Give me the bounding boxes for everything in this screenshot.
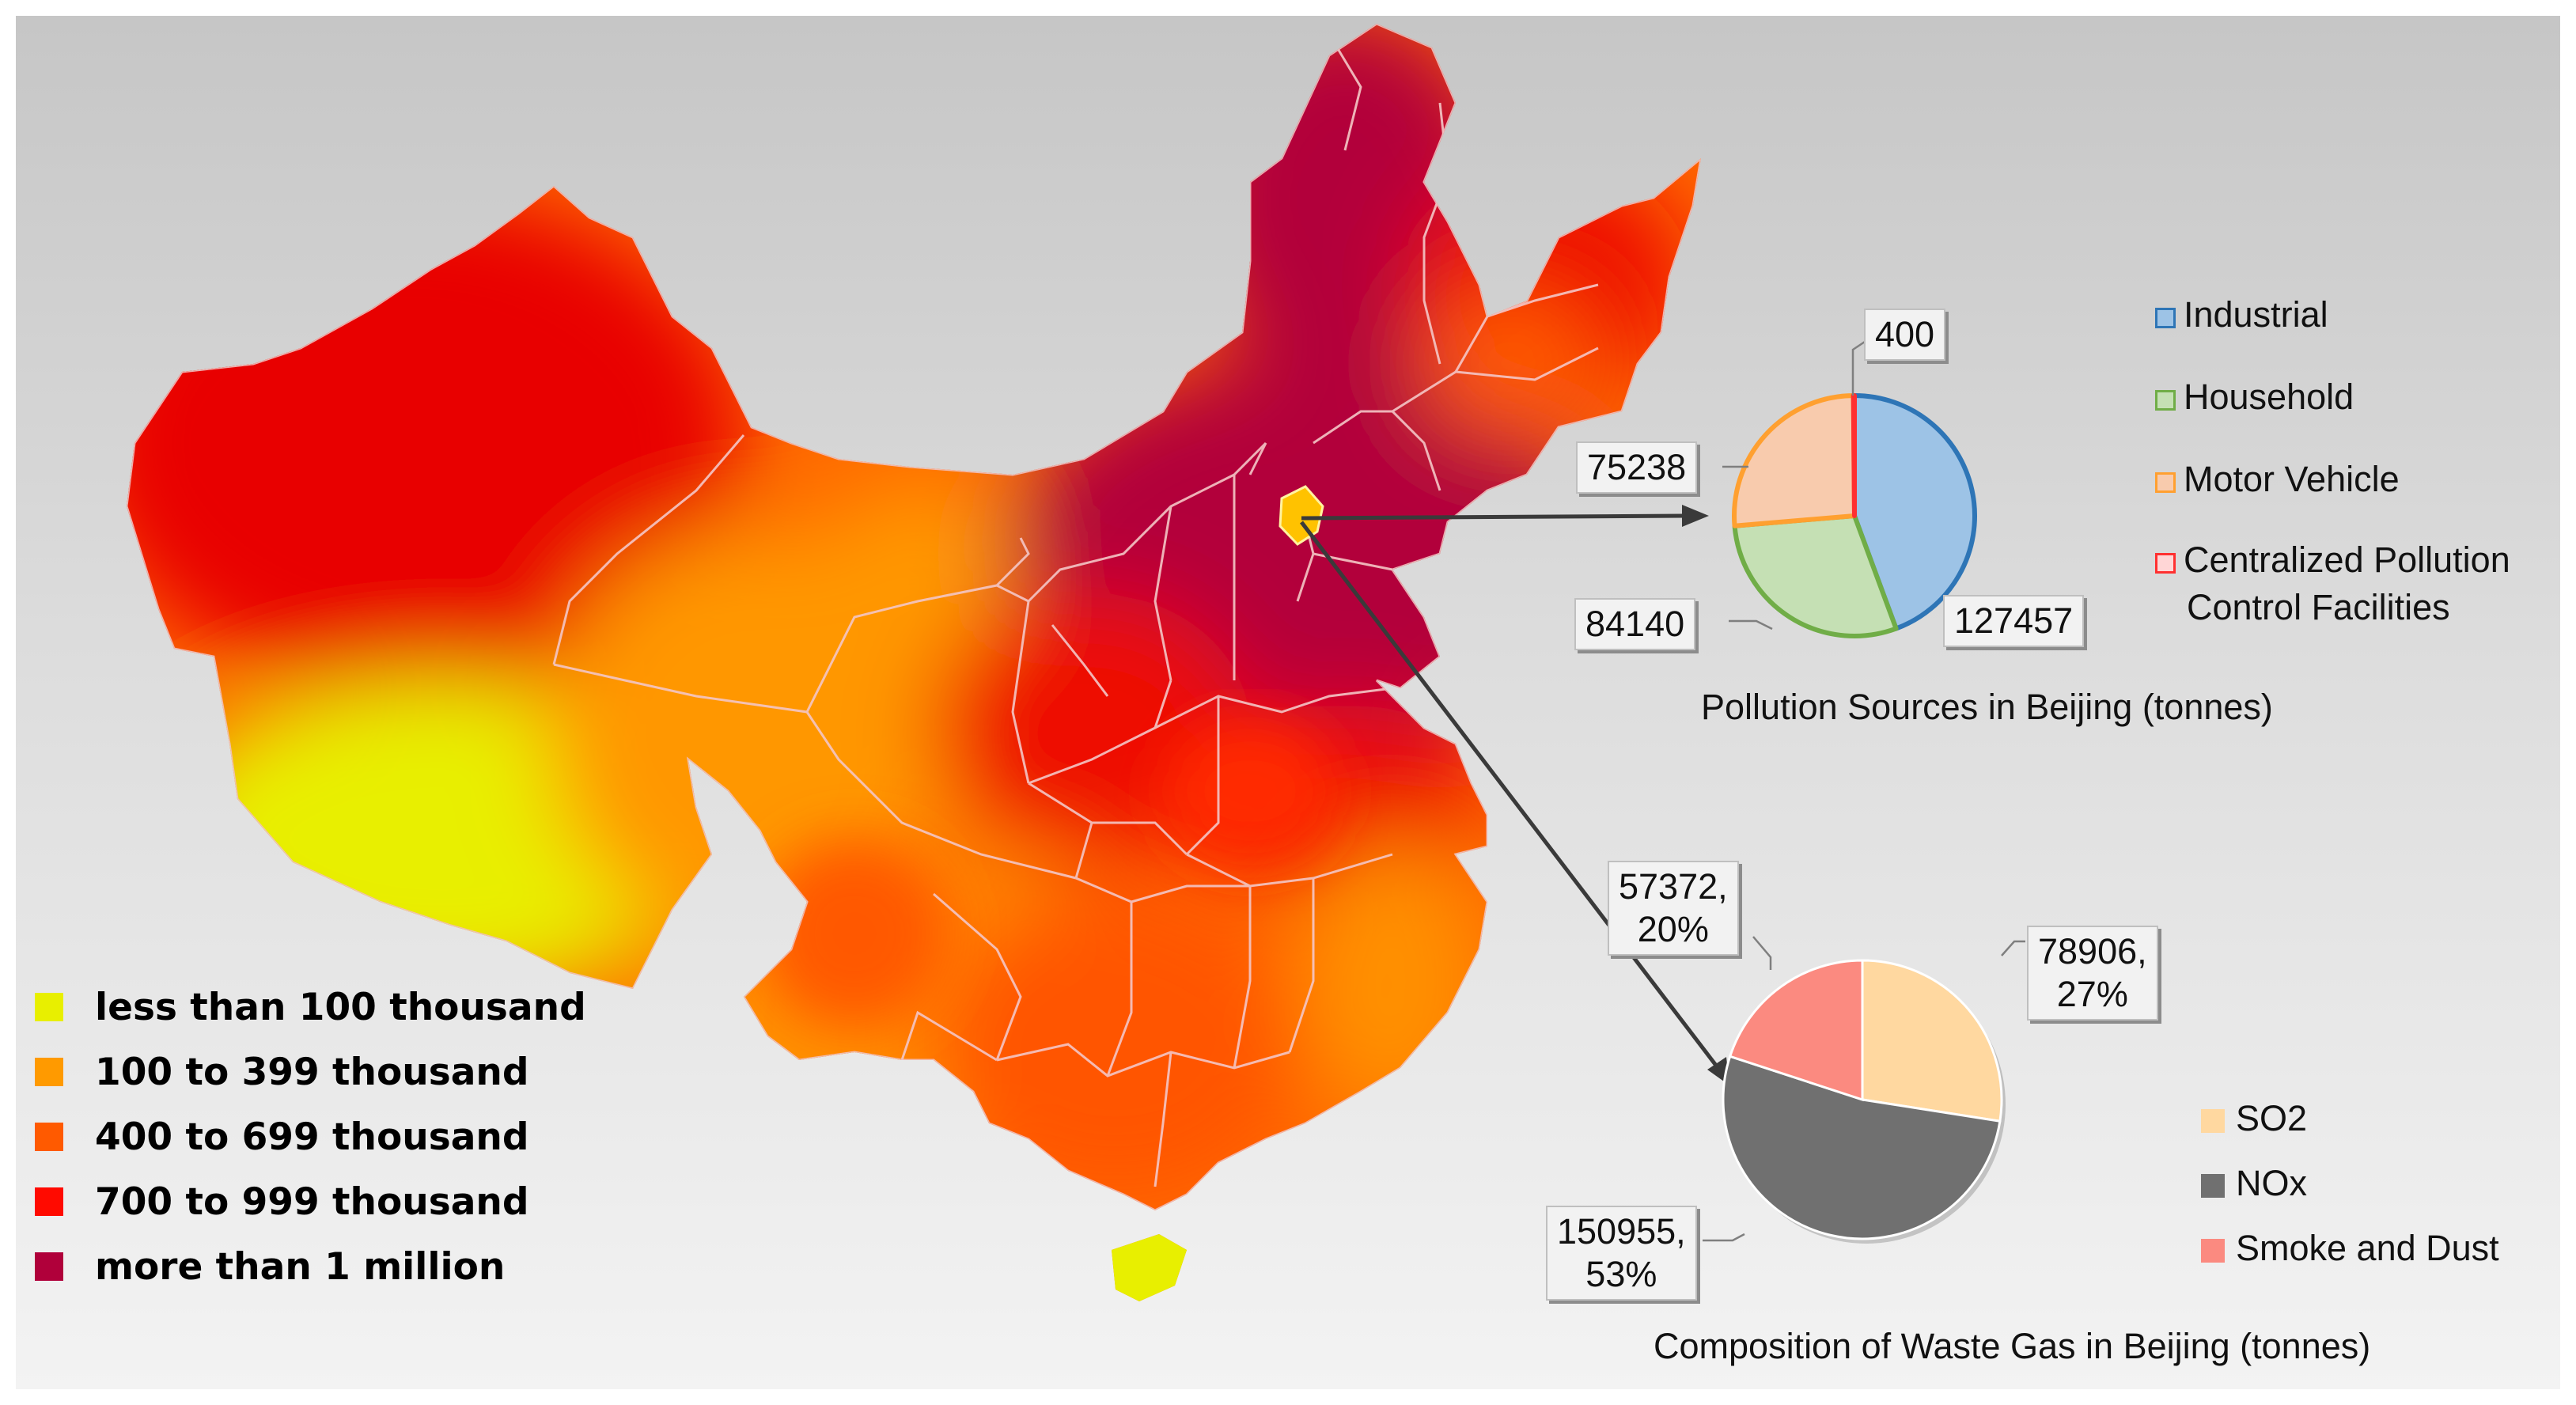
legend-label: 700 to 999 thousand [95, 1180, 529, 1224]
map-legend: less than 100 thousand 100 to 399 thousa… [35, 975, 586, 1299]
label-line-2: 20% [1637, 909, 1709, 949]
pie1-data-label: 84140 [1574, 598, 1696, 650]
leader-lines [1703, 339, 2025, 1242]
callout-arrows [1300, 505, 1729, 1085]
waste-gas-pie [1722, 959, 2006, 1244]
legend-swatch [35, 1123, 63, 1151]
province-borders [552, 47, 1599, 1187]
legend-label: less than 100 thousand [95, 985, 586, 1029]
label-line-2: 53% [1585, 1254, 1657, 1294]
label-line-2: 27% [2056, 974, 2128, 1014]
pie1-legend-item: Household [2155, 377, 2354, 418]
pie1-legend-item: Centralized Pollution [2155, 540, 2510, 581]
legend-label: NOx [2236, 1163, 2307, 1203]
pie1-legend-item: Motor Vehicle [2155, 459, 2400, 500]
pie2-data-label: 57372, 20% [1608, 861, 1739, 956]
pie1-legend-item: Industrial [2155, 294, 2328, 335]
pollution-sources-pie [1732, 393, 1977, 638]
legend-label: Motor Vehicle [2184, 459, 2400, 499]
pie-slice-industrial [1852, 393, 1977, 631]
label-line-1: 57372, [1619, 866, 1728, 907]
legend-label: 400 to 699 thousand [95, 1115, 529, 1159]
pie2-title: Composition of Waste Gas in Beijing (ton… [1654, 1326, 2371, 1366]
label-line-1: 78906, [2038, 931, 2147, 971]
pie-slice-household [1732, 513, 1899, 638]
pie2-data-label: 78906, 27% [2027, 926, 2158, 1021]
legend-label: 100 to 399 thousand [95, 1050, 529, 1094]
legend-label: SO2 [2236, 1098, 2308, 1138]
legend-item: less than 100 thousand [35, 975, 586, 1040]
legend-item: 700 to 999 thousand [35, 1169, 586, 1234]
pie1-title: Pollution Sources in Beijing (tonnes) [1701, 687, 2273, 727]
pie-slice-motor-vehicle [1732, 393, 1857, 528]
legend-label: Industrial [2184, 294, 2328, 335]
beijing-region [1279, 485, 1324, 546]
pie-slice-smoke-and-dust [1728, 959, 1864, 1102]
hainan-island [1112, 1234, 1187, 1301]
pie1-data-label: 75238 [1576, 441, 1698, 494]
label-line-1: 150955, [1557, 1211, 1686, 1252]
pie1-data-label: 400 [1864, 309, 1946, 361]
legend-swatch [35, 1058, 63, 1086]
pie2-legend-item: NOx [2201, 1163, 2307, 1204]
legend-item: 400 to 699 thousand [35, 1104, 586, 1169]
legend-label: Smoke and Dust [2236, 1228, 2499, 1268]
pie2-data-label: 150955, 53% [1546, 1206, 1697, 1301]
legend-item: 100 to 399 thousand [35, 1040, 586, 1104]
legend-label: Centralized Pollution [2184, 540, 2510, 580]
legend-swatch [35, 1187, 63, 1216]
legend-swatch [35, 993, 63, 1021]
legend-label: Household [2184, 377, 2354, 417]
pie1-data-label: 127457 [1943, 595, 2085, 647]
legend-swatch [35, 1252, 63, 1281]
legend-label: more than 1 million [95, 1244, 506, 1289]
pie2-legend-item: SO2 [2201, 1098, 2307, 1139]
pie-slice-so2 [1861, 959, 2003, 1123]
pie2-legend-item: Smoke and Dust [2201, 1228, 2499, 1269]
pie1-legend-item-cont: Control Facilities [2187, 587, 2450, 627]
pie-slice-nox [1722, 1055, 2002, 1240]
legend-item: more than 1 million [35, 1234, 586, 1299]
